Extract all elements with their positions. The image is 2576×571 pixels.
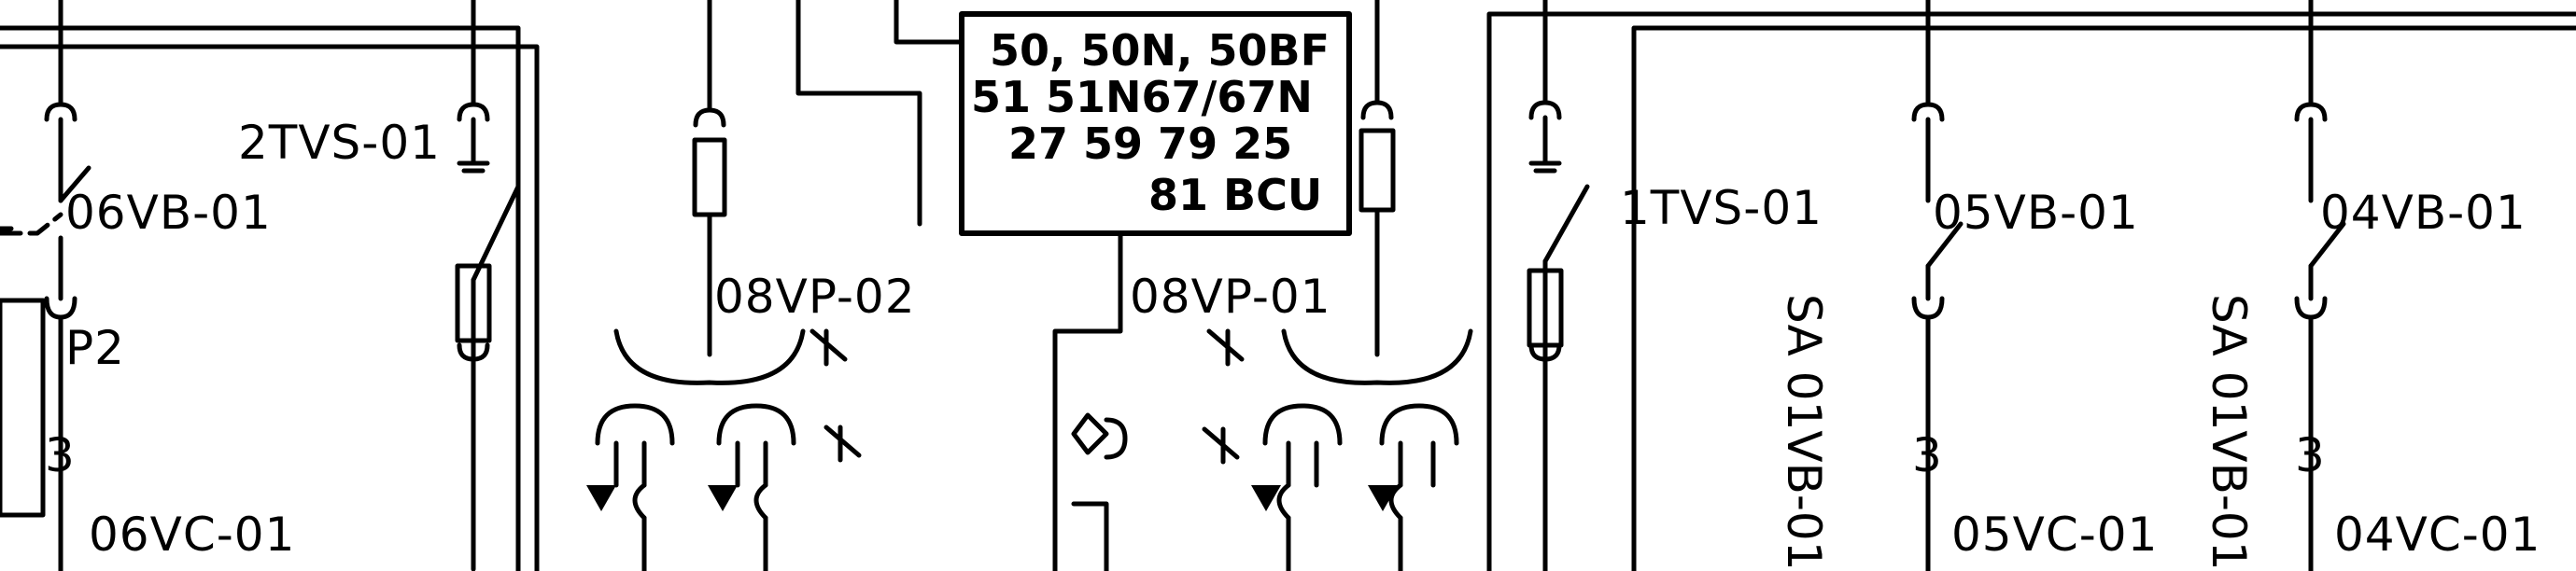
bay-right-wiring — [1486, 0, 2576, 571]
label-04vb-01: 04VB-01 — [2320, 186, 2527, 240]
label-04vc-01: 04VC-01 — [2334, 508, 2541, 562]
label-2tvs-01: 2TVS-01 — [238, 116, 441, 170]
label-08vp-02: 08VP-02 — [714, 270, 916, 324]
label-1tvs-01: 1TVS-01 — [1620, 181, 1823, 235]
label-sa-01vb-01-a: SA 01VB-01 — [1777, 294, 1831, 571]
label-06vc-01: 06VC-01 — [89, 508, 295, 562]
label-3a: 3 — [45, 428, 76, 482]
label-3b: 3 — [1912, 428, 1943, 482]
label-05vb-01: 05VB-01 — [1933, 186, 2139, 240]
bay-06vb-wiring — [0, 0, 540, 571]
label-05vc-01: 05VC-01 — [1951, 508, 2158, 562]
label-p2: P2 — [65, 321, 125, 375]
relay-line-2: 51 51N67/67N — [971, 72, 1313, 122]
label-08vp-01: 08VP-01 — [1130, 270, 1331, 324]
relay-protection-box — [959, 11, 1352, 236]
relay-line-1: 50, 50N, 50BF — [990, 25, 1330, 76]
relay-control-wiring — [795, 0, 1128, 571]
vt-08vp-02 — [595, 0, 862, 571]
relay-line-4: 81 BCU — [1148, 170, 1322, 220]
label-sa-01vb-01-b: SA 01VB-01 — [2202, 294, 2256, 571]
relay-line-3: 27 59 79 25 — [1008, 118, 1292, 169]
triangle-arrow-icon — [1251, 485, 1281, 511]
triangle-arrow-icon — [1368, 485, 1398, 511]
triangle-arrow-icon — [708, 485, 738, 511]
vt-08vp-01 — [1202, 0, 1473, 571]
triangle-arrow-icon — [586, 485, 616, 511]
arrow-icons — [586, 485, 1398, 511]
label-3c: 3 — [2295, 428, 2326, 482]
label-06vb-01: 06VB-01 — [65, 186, 272, 240]
